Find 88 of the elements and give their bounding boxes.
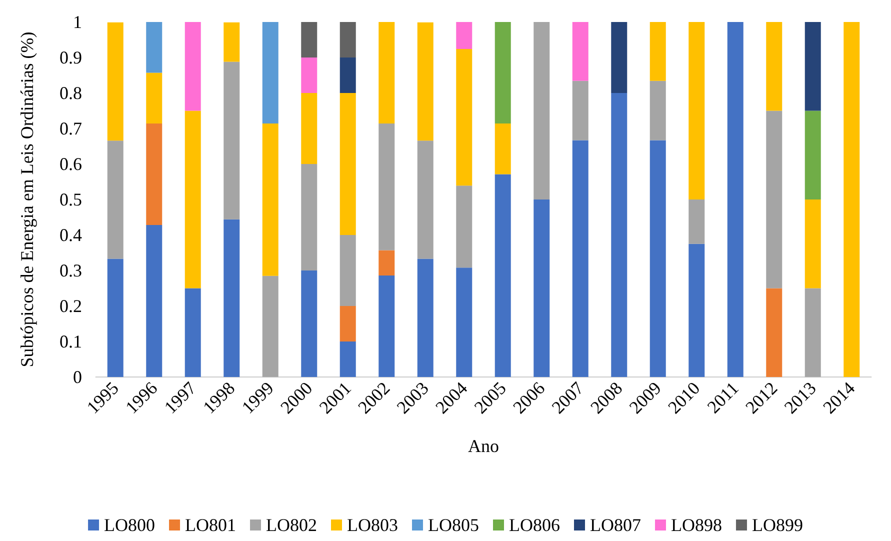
bar <box>224 62 240 220</box>
y-axis-title: Subtópicos de Energia em Leis Ordinárias (%) <box>17 32 37 368</box>
y-tick-label: 0.1 <box>60 332 82 352</box>
y-tick-label: 0.7 <box>60 118 82 138</box>
legend-label: LO800 <box>104 515 156 535</box>
bar <box>301 270 318 377</box>
bar <box>456 48 472 186</box>
bar <box>146 124 162 226</box>
bar <box>456 268 472 377</box>
bar <box>146 72 162 124</box>
bar <box>378 22 395 124</box>
y-tick-label: 0 <box>73 367 82 387</box>
bar <box>804 288 821 377</box>
bar <box>262 276 278 377</box>
bar <box>804 22 821 111</box>
bar <box>378 124 395 250</box>
bar <box>417 140 434 259</box>
bar <box>107 258 124 377</box>
y-tick-label: 0.9 <box>60 48 82 68</box>
bar <box>224 22 240 62</box>
bar <box>107 22 124 141</box>
y-tick-label: 0.5 <box>60 190 82 210</box>
legend-label: LO802 <box>266 515 318 535</box>
bar <box>417 258 434 377</box>
y-tick-label: 0.3 <box>60 260 82 280</box>
bar <box>378 250 395 276</box>
bar <box>107 140 124 259</box>
bar <box>224 219 240 377</box>
bar <box>688 22 705 200</box>
bar <box>534 200 550 377</box>
bar <box>650 80 666 140</box>
bar <box>572 140 588 377</box>
bar <box>340 342 356 377</box>
legend-label: LO806 <box>508 515 560 535</box>
bar <box>650 22 666 81</box>
legend-label: LO898 <box>670 515 722 535</box>
bar <box>534 22 550 200</box>
bar <box>727 22 744 377</box>
legend-label: LO807 <box>590 515 641 535</box>
bar <box>494 22 511 124</box>
bar <box>262 22 278 124</box>
y-tick-label: 0.8 <box>60 83 82 103</box>
bar <box>572 80 588 140</box>
bar <box>184 110 201 288</box>
bar <box>301 164 318 270</box>
bar <box>766 110 782 288</box>
bar <box>456 186 472 268</box>
x-axis-title: Ano <box>468 436 499 456</box>
bar <box>804 110 821 200</box>
bar <box>611 22 628 93</box>
bar <box>456 22 472 49</box>
legend-label: LO805 <box>428 515 480 535</box>
bar <box>494 174 511 377</box>
x-tick-label: 2011 <box>703 378 742 418</box>
bar <box>301 22 318 58</box>
bar <box>146 225 162 377</box>
legend-label: LO803 <box>347 515 398 535</box>
bar <box>650 140 666 377</box>
y-tick-label: 0.4 <box>60 225 82 245</box>
y-tick-label: 1 <box>73 12 82 32</box>
bar <box>262 124 278 276</box>
bar <box>494 124 511 174</box>
legend-label: LO801 <box>185 515 236 535</box>
bar <box>184 288 201 377</box>
bar <box>611 93 628 377</box>
bar <box>688 200 705 244</box>
bar <box>184 22 201 111</box>
bar <box>766 22 782 111</box>
bar <box>378 275 395 377</box>
x-tick-label: 1999 <box>238 378 278 418</box>
y-tick-label: 0.6 <box>60 154 82 174</box>
bar <box>340 22 356 58</box>
bar <box>417 22 434 141</box>
legend-label: LO899 <box>752 515 803 535</box>
x-tick-label: 2001 <box>315 378 355 418</box>
bar <box>572 22 588 81</box>
bar <box>340 235 356 306</box>
bar <box>301 93 318 164</box>
bar <box>340 306 356 342</box>
bar <box>340 58 356 93</box>
bar <box>804 200 821 288</box>
y-tick-label: 0.2 <box>60 296 82 316</box>
bar <box>340 93 356 235</box>
bar <box>688 244 705 377</box>
bar <box>301 58 318 93</box>
bar <box>146 22 162 73</box>
bar <box>844 22 860 377</box>
bar <box>766 288 782 377</box>
